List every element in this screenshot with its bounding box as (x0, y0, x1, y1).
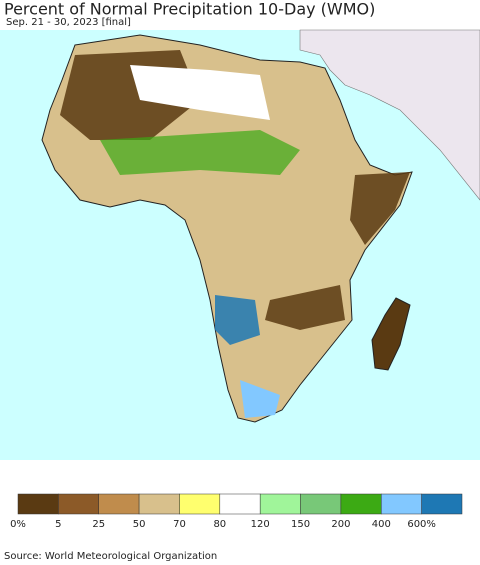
source: Source: World Meteorological Organizatio… (4, 551, 217, 562)
legend-label: 0% (10, 519, 26, 530)
wet-region-cape (240, 380, 280, 418)
legend-label: 70 (173, 519, 186, 530)
map-title: Percent of Normal Precipitation 10-Day (… (4, 0, 375, 19)
legend-label: 25 (92, 519, 105, 530)
legend-swatch (300, 493, 342, 515)
legend-label: 80 (213, 519, 226, 530)
legend-swatch (259, 493, 301, 515)
legend-label: 120 (251, 519, 270, 530)
legend-label: 150 (291, 519, 310, 530)
legend-swatch (340, 493, 382, 515)
legend-swatch (138, 493, 180, 515)
legend-swatch (17, 493, 59, 515)
legend: 0% 5 25 50 70 80 120 150 200 400 600% (10, 493, 463, 530)
map-subtitle: Sep. 21 - 30, 2023 [final] (6, 17, 131, 28)
wet-region-southwest (215, 295, 260, 345)
legend-label: 400 (372, 519, 391, 530)
legend-label: 200 (331, 519, 350, 530)
legend-swatch (421, 493, 463, 515)
legend-swatch (381, 493, 422, 515)
normal-region-sahara (130, 65, 270, 120)
wet-region-sahel (100, 130, 300, 175)
legend-swatch (219, 493, 261, 515)
madagascar (371, 297, 411, 371)
legend-swatch (58, 493, 99, 515)
legend-swatch (98, 493, 140, 515)
dry-region-horn (350, 172, 410, 245)
legend-label: 600% (407, 519, 436, 530)
dry-region-southeast (265, 285, 345, 330)
middle-east (299, 29, 480, 201)
legend-label: 50 (133, 519, 146, 530)
legend-swatch (179, 493, 221, 515)
legend-label: 5 (55, 519, 61, 530)
